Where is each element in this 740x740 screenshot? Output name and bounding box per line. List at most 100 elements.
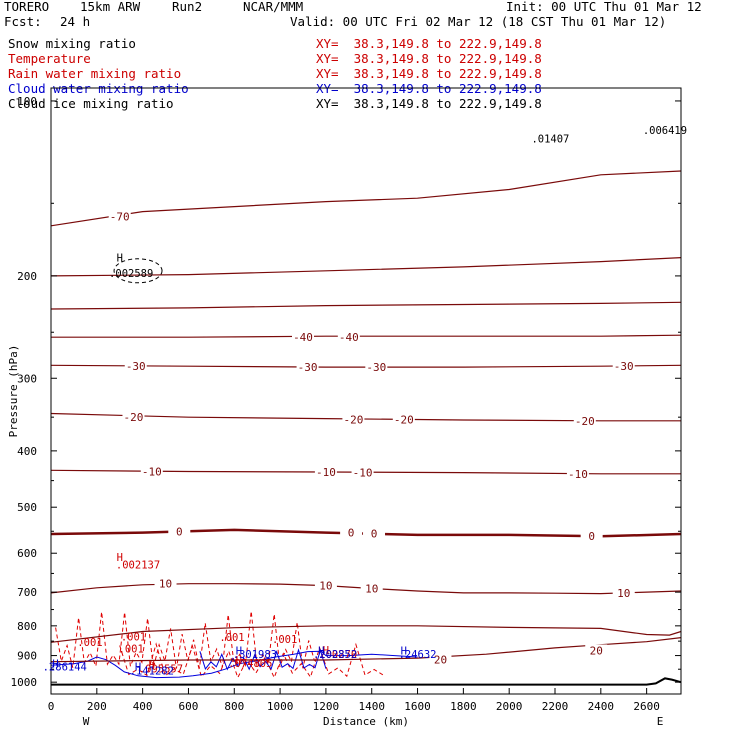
isotherm-unlabeled-9: [50, 625, 682, 643]
isotherm-label: -10: [142, 465, 162, 478]
y-tick-label: 700: [17, 586, 37, 599]
isotherm-label-bg: [392, 413, 415, 426]
rain-water-label: .001: [121, 632, 146, 644]
cloud-water-label: H: [401, 645, 407, 657]
y-tick-label: 800: [17, 620, 37, 633]
x-tick-label: 1000: [267, 700, 294, 713]
cloud-water-contour: [199, 648, 327, 671]
isotherm-label-bg: [296, 361, 319, 374]
isotherm-label-bg: [168, 525, 191, 538]
x-tick-label: 2000: [496, 700, 523, 713]
cloud-water-label: H: [52, 658, 58, 670]
isotherm-label: 0: [371, 528, 378, 541]
field-xy-rain: XY= 38.3,149.8 to 222.9,149.8: [316, 66, 542, 81]
isotherm-label-bg: [580, 529, 603, 542]
rain-water-label: .001: [119, 643, 144, 655]
isotherm-20: [50, 637, 682, 663]
isotherm-label-bg: [337, 331, 360, 344]
isotherm-label-bg: [566, 467, 589, 480]
isotherm-label: 0: [348, 527, 355, 540]
x-axis-west-label: W: [83, 715, 90, 728]
cloud-water-label: .301983: [233, 649, 277, 661]
y-tick-label: 200: [17, 270, 37, 283]
x-tick-label: 200: [87, 700, 107, 713]
isotherm-label-bg: [363, 527, 386, 540]
rain-water-label: .001: [272, 634, 297, 646]
run-label: Run2: [172, 0, 203, 14]
isotherm-label: -30: [366, 361, 386, 374]
isotherm-label-bg: [154, 577, 177, 590]
y-tick-label: 1000: [11, 676, 38, 689]
y-tick-label: 400: [17, 445, 37, 458]
x-tick-label: 1200: [313, 700, 340, 713]
isotherm-label-bg: [340, 526, 363, 539]
cloud-water-label: .141282: [130, 665, 174, 677]
isotherm-minus10: [50, 469, 681, 475]
isotherm-label: -10: [316, 466, 336, 479]
isotherm-label: -30: [126, 360, 146, 373]
isotherm-label: 10: [159, 578, 172, 591]
cloud-water-label: .202852: [313, 649, 357, 661]
rain-water-label: H: [117, 552, 123, 564]
x-tick-label: 2600: [633, 700, 660, 713]
isotherm-minus70: [50, 170, 682, 227]
field-name-snow: Snow mixing ratio: [8, 36, 136, 51]
cloud-water-label: .286144: [43, 662, 87, 674]
isotherm-label-bg: [342, 413, 365, 426]
isotherm-label: -20: [343, 413, 363, 426]
isotherm-label-bg: [140, 465, 163, 478]
isotherm-label-bg: [360, 582, 383, 595]
x-tick-label: 800: [224, 700, 244, 713]
y-tick-label: 500: [17, 501, 37, 514]
rain-water-label: H: [236, 655, 242, 667]
x-tick-label: 400: [133, 700, 153, 713]
terrain-line: [51, 677, 682, 686]
y-tick-label: 900: [17, 650, 37, 663]
isotherm-label: -30: [298, 361, 318, 374]
rain-water-label: H: [149, 660, 155, 672]
x-tick-label: 2200: [542, 700, 569, 713]
isotherm-label: 20: [434, 653, 447, 666]
isotherm-label: -20: [124, 411, 144, 424]
cloud-water-label: .24632: [399, 649, 437, 661]
x-axis-east-label: E: [657, 715, 664, 728]
snow-mixing-label: H: [117, 253, 123, 265]
rain-water-contour: [55, 611, 315, 669]
resolution-label: 15km ARW: [80, 0, 141, 14]
model-title: TORERO: [4, 0, 50, 14]
valid-label: Valid: 00 UTC Fri 02 Mar 12 (18 CST Thu …: [290, 14, 667, 29]
snow-mixing-label: .002589: [109, 268, 153, 280]
fcst-label: Fcst:: [4, 14, 42, 29]
rain-water-label: .074805: [228, 658, 272, 670]
cloud-water-label: H: [135, 662, 141, 674]
isotherm-label-bg: [124, 360, 147, 373]
cloud-water-label: H: [236, 646, 242, 658]
isotherm-unlabeled-1: [50, 257, 682, 277]
x-tick-label: 1800: [450, 700, 477, 713]
snow-mixing-label: .006419: [643, 125, 687, 137]
x-tick-label: 1400: [358, 700, 385, 713]
isotherm-label-bg: [429, 653, 452, 666]
field-name-rain: Rain water mixing ratio: [8, 66, 182, 81]
field-xy-cloud-ice: XY= 38.3,149.8 to 222.9,149.8: [316, 96, 542, 111]
isotherm-label: -40: [293, 331, 313, 344]
snow-mixing-contour: [113, 258, 163, 284]
y-tick-label: 100: [17, 95, 37, 108]
cloud-water-contour: [50, 650, 418, 679]
isotherm-unlabeled-2: [50, 301, 682, 310]
init-label: Init: 00 UTC Thu 01 Mar 12: [506, 0, 702, 14]
rain-water-label: .095557: [139, 663, 183, 675]
isotherm-minus40: [51, 334, 682, 338]
isotherm-label-bg: [612, 360, 635, 373]
isotherm-label: 20: [590, 644, 603, 657]
isotherm-label: -20: [575, 415, 595, 428]
x-tick-label: 2400: [588, 700, 615, 713]
rain-water-label: .002137: [116, 559, 160, 571]
x-tick-label: 0: [48, 700, 55, 713]
isotherm-label: 10: [617, 587, 630, 600]
isotherm-label-bg: [612, 586, 635, 599]
isotherm-label-bg: [573, 414, 596, 427]
fcst-value: 24 h: [60, 14, 91, 29]
isotherm-label: -10: [353, 467, 373, 480]
